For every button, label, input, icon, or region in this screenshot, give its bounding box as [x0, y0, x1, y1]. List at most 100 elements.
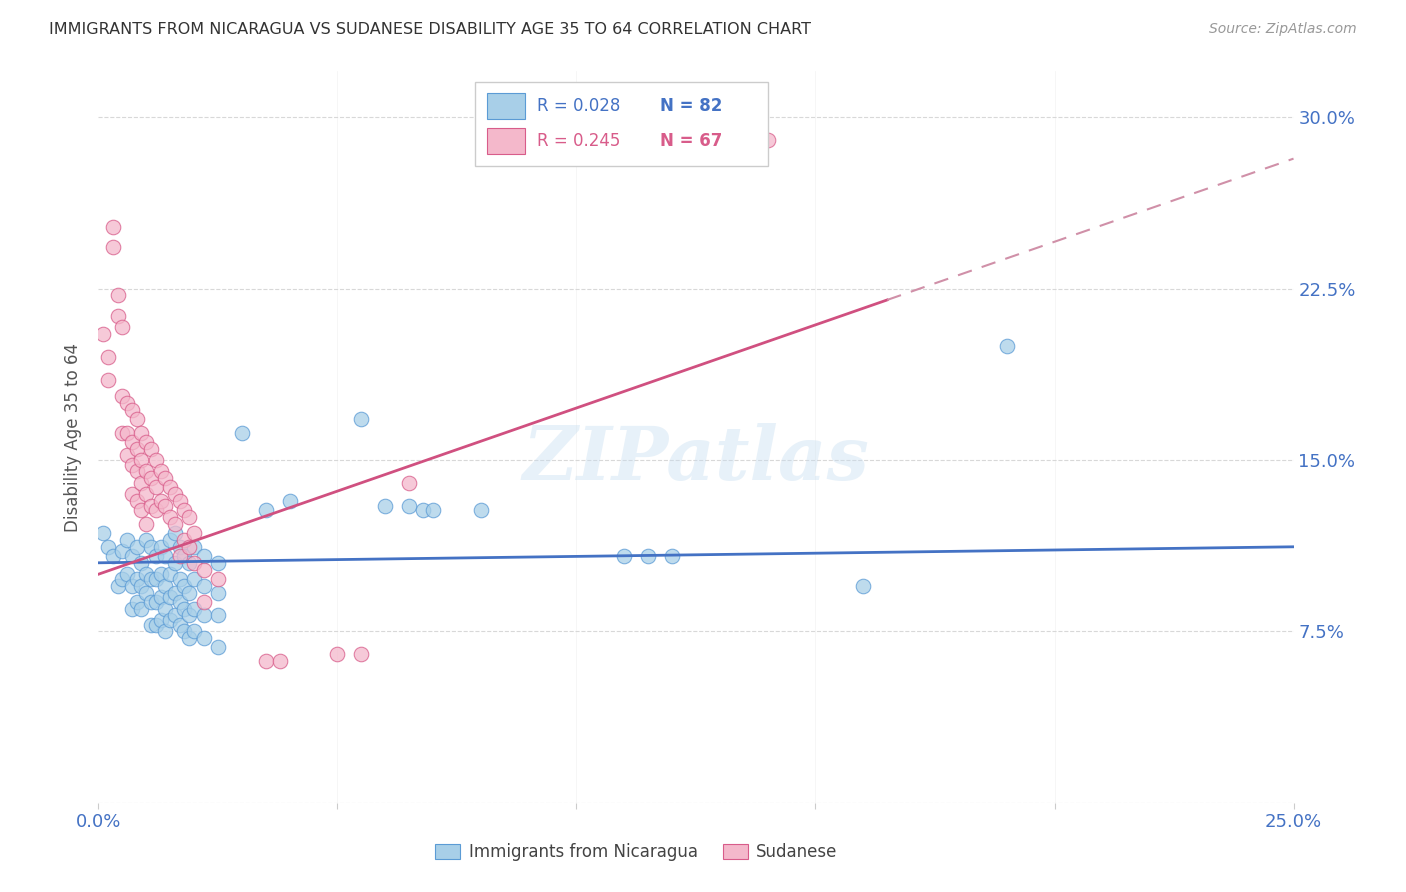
Point	[107, 288, 129, 302]
Point	[398, 499, 420, 513]
Point	[207, 585, 229, 599]
Point	[135, 487, 157, 501]
Point	[101, 549, 124, 563]
Point	[163, 556, 186, 570]
Point	[169, 549, 191, 563]
Text: ZIPatlas: ZIPatlas	[523, 423, 869, 495]
Point	[111, 320, 134, 334]
Point	[145, 549, 167, 563]
Point	[183, 556, 205, 570]
Point	[149, 613, 172, 627]
Point	[149, 567, 172, 582]
Point	[179, 585, 201, 599]
Point	[193, 549, 215, 563]
Point	[139, 442, 162, 456]
Point	[207, 640, 229, 655]
Point	[159, 567, 181, 582]
Point	[159, 533, 181, 547]
Point	[374, 499, 396, 513]
Point	[139, 595, 162, 609]
Y-axis label: Disability Age 35 to 64: Disability Age 35 to 64	[65, 343, 83, 532]
Point	[169, 494, 191, 508]
Point	[125, 494, 148, 508]
Point	[101, 240, 124, 254]
Point	[131, 425, 153, 440]
Point	[111, 572, 134, 586]
Legend: Immigrants from Nicaragua, Sudanese: Immigrants from Nicaragua, Sudanese	[429, 837, 844, 868]
Text: Source: ZipAtlas.com: Source: ZipAtlas.com	[1209, 22, 1357, 37]
Point	[231, 425, 253, 440]
Point	[139, 471, 162, 485]
Point	[111, 425, 134, 440]
Point	[159, 613, 181, 627]
Point	[101, 219, 124, 234]
Point	[145, 572, 167, 586]
Point	[422, 503, 444, 517]
Point	[183, 601, 205, 615]
Point	[159, 590, 181, 604]
Text: N = 82: N = 82	[661, 96, 723, 115]
Point	[207, 608, 229, 623]
Point	[173, 503, 195, 517]
FancyBboxPatch shape	[475, 82, 768, 167]
Point	[159, 480, 181, 494]
Point	[111, 389, 134, 403]
Point	[131, 503, 153, 517]
Point	[131, 556, 153, 570]
Point	[169, 572, 191, 586]
Point	[350, 647, 373, 661]
Point	[159, 510, 181, 524]
Point	[125, 442, 148, 456]
Point	[207, 556, 229, 570]
Point	[121, 579, 143, 593]
Point	[169, 540, 191, 554]
Point	[139, 499, 162, 513]
Point	[852, 579, 875, 593]
Point	[661, 549, 683, 563]
Point	[173, 579, 195, 593]
Point	[193, 579, 215, 593]
Point	[139, 540, 162, 554]
Point	[111, 544, 134, 558]
Point	[254, 503, 277, 517]
Point	[121, 601, 143, 615]
Text: N = 67: N = 67	[661, 132, 723, 150]
Point	[115, 396, 138, 410]
Point	[179, 540, 201, 554]
Point	[107, 309, 129, 323]
Point	[121, 434, 143, 449]
Point	[269, 654, 291, 668]
Point	[131, 601, 153, 615]
Point	[135, 533, 157, 547]
Point	[163, 585, 186, 599]
Point	[131, 475, 153, 490]
Point	[125, 572, 148, 586]
Point	[125, 412, 148, 426]
Point	[125, 595, 148, 609]
Point	[155, 549, 177, 563]
Point	[135, 585, 157, 599]
Point	[254, 654, 277, 668]
Point	[350, 412, 373, 426]
Point	[155, 601, 177, 615]
Point	[121, 549, 143, 563]
Point	[125, 540, 148, 554]
Point	[193, 608, 215, 623]
Text: R = 0.028: R = 0.028	[537, 96, 620, 115]
Point	[193, 632, 215, 646]
Point	[107, 579, 129, 593]
Point	[91, 327, 114, 342]
Point	[115, 425, 138, 440]
Point	[326, 647, 349, 661]
Point	[398, 475, 420, 490]
Point	[155, 624, 177, 639]
Point	[183, 540, 205, 554]
Point	[115, 533, 138, 547]
Point	[145, 595, 167, 609]
Point	[135, 464, 157, 478]
Point	[149, 494, 172, 508]
Point	[145, 617, 167, 632]
Text: IMMIGRANTS FROM NICARAGUA VS SUDANESE DISABILITY AGE 35 TO 64 CORRELATION CHART: IMMIGRANTS FROM NICARAGUA VS SUDANESE DI…	[49, 22, 811, 37]
Point	[155, 471, 177, 485]
Point	[149, 590, 172, 604]
